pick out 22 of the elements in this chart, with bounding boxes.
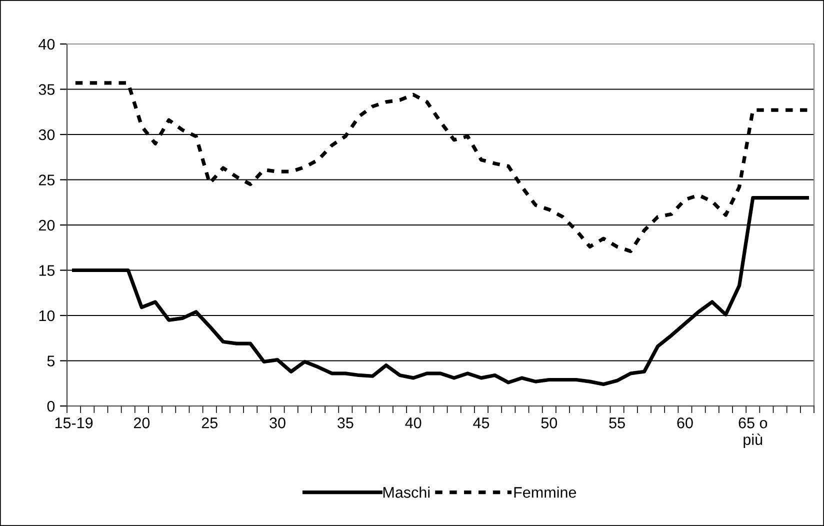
x-tick-label: 25 bbox=[202, 418, 218, 428]
x-tick-label: 65 o più bbox=[738, 418, 768, 448]
x-tick-label: 60 bbox=[677, 418, 693, 428]
y-tick-label: 15 bbox=[39, 265, 55, 276]
y-tick-label: 10 bbox=[39, 310, 55, 322]
x-tick-label: 55 bbox=[609, 418, 625, 428]
x-tick-label: 20 bbox=[134, 418, 150, 428]
x-tick-label: 35 bbox=[338, 418, 354, 428]
x-tick-label: 30 bbox=[270, 418, 286, 428]
x-tick-label: 15-19 bbox=[55, 418, 93, 428]
x-tick-label: 45 bbox=[473, 418, 490, 428]
x-tick-label: 40 bbox=[405, 418, 422, 428]
legend-label: Femmine bbox=[514, 486, 576, 498]
y-tick-label: 5 bbox=[47, 356, 55, 366]
y-tick-label: 30 bbox=[38, 129, 55, 140]
y-tick-label: 20 bbox=[38, 220, 55, 231]
y-tick-label: 40 bbox=[38, 38, 55, 50]
legend-label: Maschi bbox=[383, 486, 430, 498]
x-tick-label: 50 bbox=[541, 418, 558, 428]
y-tick-label: 35 bbox=[38, 84, 55, 95]
y-tick-label: 25 bbox=[38, 174, 55, 186]
y-tick-label: 0 bbox=[47, 400, 55, 412]
